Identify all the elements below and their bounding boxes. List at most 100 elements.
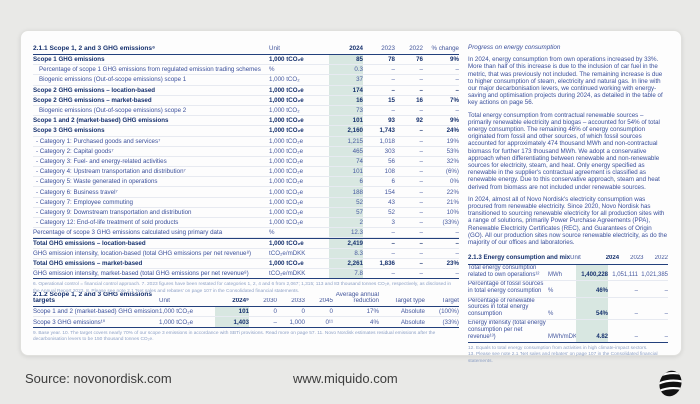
table-row: Scope 1 and 2 (market-based) GHG emissio… xyxy=(33,307,459,318)
table-row: - Category 4: Upstream transportation an… xyxy=(33,167,459,178)
cell-2024: 0.3 xyxy=(329,65,363,75)
cell-2023: – xyxy=(391,239,395,247)
cell-2022: 92 xyxy=(416,117,423,125)
table-row: Total GHG emissions – market-based 1,000… xyxy=(33,258,459,269)
cell-2022: – xyxy=(664,310,668,317)
cell-target: (100%) xyxy=(439,308,459,316)
cell-change: 0% xyxy=(450,178,459,186)
cell-2023: – xyxy=(634,310,638,317)
article-paragraphs: In 2024, energy consumption from own ope… xyxy=(468,56,668,246)
cell-unit: 1,000 tCO₂e xyxy=(269,147,304,155)
table-body: Scope 1 and 2 (market-based) GHG emissio… xyxy=(33,307,459,328)
cell-unit: MWh xyxy=(548,271,562,278)
cell-2022: – xyxy=(419,127,423,135)
cell-unit: 1,000 tCO₂e xyxy=(159,318,194,326)
cell-unit: 1,000 tCO₂e xyxy=(269,127,304,135)
cell-2022: – xyxy=(419,239,423,247)
column-header-2024: 2024⁹ xyxy=(232,298,249,305)
cell-2023: – xyxy=(391,76,395,84)
row-label: - Category 12: End-of-life treatment of … xyxy=(36,219,179,227)
cell-2023: 78 xyxy=(388,56,395,64)
cell-2022: – xyxy=(419,66,423,74)
cell-2022: – xyxy=(419,249,423,257)
cell-2030: 0 xyxy=(273,308,277,316)
cell-change: 21% xyxy=(446,198,459,206)
cell-unit: 1,000 tCO₂e xyxy=(269,168,304,176)
cell-target-type: Absolute xyxy=(400,318,425,326)
cell-2024: 6 xyxy=(329,177,363,187)
cell-2023: – xyxy=(634,333,638,340)
row-label: Percentage of scope 1 GHG emissions from… xyxy=(39,66,261,74)
row-label: Total energy consumption related to own … xyxy=(468,265,540,278)
cell-2022: – xyxy=(419,76,423,84)
cell-2022: – xyxy=(419,168,423,176)
cell-2024: 52 xyxy=(329,197,363,207)
cell-2023: 154 xyxy=(384,188,395,196)
table-title: 2.1.3 Energy consumption and mix xyxy=(468,253,571,261)
column-header-change: % change xyxy=(431,45,459,52)
cell-2024: 12.3 xyxy=(329,228,363,238)
row-label: Percentage of renewable sources in total… xyxy=(468,297,535,317)
cell-2023: 56 xyxy=(388,157,395,165)
cell-unit: % xyxy=(269,66,275,74)
cell-change: – xyxy=(455,229,459,237)
row-label: Scope 3 GHG emissions xyxy=(33,127,105,135)
cell-2023: 1,018 xyxy=(379,137,395,145)
row-label: Percentage of fossil sources in total en… xyxy=(468,281,544,295)
cell-2023: 6 xyxy=(391,178,395,186)
row-label: Energy intensity (total energy consumpti… xyxy=(468,320,546,340)
cell-2024: 16 xyxy=(329,95,363,105)
cell-change: – xyxy=(455,239,459,247)
cell-unit: 1,000 tCO₂e xyxy=(269,188,304,196)
table-title: 2.1.2 Scope 1, 2 and 3 GHG emissions tar… xyxy=(33,291,153,305)
table-row: GHG emission intensity, location-based (… xyxy=(33,248,459,259)
cell-unit: 1,000 tCO₂e xyxy=(269,208,304,216)
table-header-row: 2.1.2 Scope 1, 2 and 3 GHG emissions tar… xyxy=(33,291,459,307)
table-row: Scope 3 GHG emissions¹⁰ 1,000 tCO₂e 1,40… xyxy=(33,317,459,328)
cell-change: – xyxy=(455,270,459,278)
cell-2024: 4.82 xyxy=(576,320,608,343)
table-row: Percentage of fossil sources in total en… xyxy=(468,281,668,298)
cell-2022: – xyxy=(419,188,423,196)
column-header-avg-reduction: Average annual reduction xyxy=(335,291,379,305)
row-label: - Category 7: Employee commuting xyxy=(36,198,133,206)
energy-article: Progress on energy consumption In 2024, … xyxy=(468,44,668,365)
cell-change: 53% xyxy=(446,147,459,155)
column-header-2023: 2023 xyxy=(381,45,395,52)
cell-2022: 1,021,385 xyxy=(641,271,668,278)
table-row: Percentage of scope 3 GHG emissions calc… xyxy=(33,228,459,239)
cell-2024: 2,261 xyxy=(329,258,363,268)
cell-2024: 465 xyxy=(329,146,363,156)
cell-change: – xyxy=(455,86,459,94)
row-label: Scope 2 GHG emissions – market-based xyxy=(33,96,152,104)
cell-2024: 54% xyxy=(576,297,608,320)
row-label: Biogenic emissions (Out-of-scope emissio… xyxy=(39,107,187,115)
cell-2022: – xyxy=(419,198,423,206)
row-label: GHG emission intensity, location-based (… xyxy=(33,249,252,257)
table-row: Total GHG emissions – location-based 1,0… xyxy=(33,238,459,249)
cell-2024: 46% xyxy=(576,281,608,297)
cell-2033: 1,000 xyxy=(289,318,305,326)
cell-2023: 93 xyxy=(388,117,395,125)
column-header-2022: 2022 xyxy=(654,254,668,261)
cell-2023: 1,743 xyxy=(379,127,395,135)
cell-2024: 74 xyxy=(329,156,363,167)
table-row: Percentage of scope 1 GHG emissions from… xyxy=(33,65,459,76)
cell-change: – xyxy=(455,76,459,84)
cell-unit: tCO₂e/mDKK xyxy=(269,270,306,278)
cell-change: (6%) xyxy=(445,168,459,176)
table-row: GHG emission intensity, market-based (to… xyxy=(33,268,459,280)
table-row: - Category 6: Business travel⁷ 1,000 tCO… xyxy=(33,187,459,198)
cell-change: 7% xyxy=(450,96,459,104)
row-label: - Category 4: Upstream transportation an… xyxy=(36,168,186,176)
cell-2024: 101 xyxy=(329,167,363,177)
row-label: Scope 3 GHG emissions¹⁰ xyxy=(33,318,106,326)
column-header-2024: 2024 xyxy=(605,254,620,261)
cell-unit: 1,000 tCO₂e xyxy=(269,56,304,64)
row-label: - Category 6: Business travel⁷ xyxy=(36,188,118,196)
cell-unit: 1,000 tCO₂e xyxy=(269,96,304,104)
table-footnote: 9. Base year. 10. The target covers near… xyxy=(33,330,436,343)
row-label: - Category 2: Capital goods⁷ xyxy=(36,147,114,155)
table-row: - Category 12: End-of-life treatment of … xyxy=(33,218,459,229)
row-label: Biogenic emissions (Out-of-scope emissio… xyxy=(39,76,187,84)
